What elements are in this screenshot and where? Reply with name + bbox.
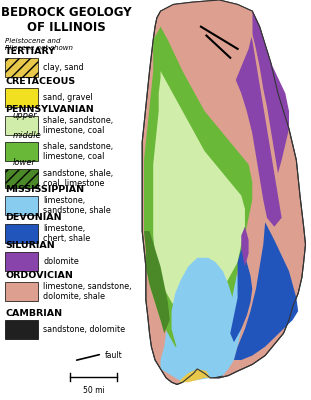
Polygon shape xyxy=(144,27,252,351)
Text: limestone,
chert, shale: limestone, chert, shale xyxy=(43,224,91,243)
Text: dolomite: dolomite xyxy=(43,257,79,266)
Polygon shape xyxy=(142,0,305,384)
Text: upper: upper xyxy=(13,111,37,120)
Text: 50 mi: 50 mi xyxy=(83,386,104,394)
Polygon shape xyxy=(172,258,238,367)
Text: limestone, sandstone,
dolomite, shale: limestone, sandstone, dolomite, shale xyxy=(43,282,132,301)
Text: ORDOVICIAN: ORDOVICIAN xyxy=(5,271,73,280)
Polygon shape xyxy=(252,11,289,173)
FancyBboxPatch shape xyxy=(5,320,38,339)
FancyBboxPatch shape xyxy=(5,196,38,215)
FancyBboxPatch shape xyxy=(5,142,38,161)
FancyBboxPatch shape xyxy=(5,88,38,107)
Polygon shape xyxy=(234,222,298,360)
Text: CRETACEOUS: CRETACEOUS xyxy=(5,76,75,86)
FancyBboxPatch shape xyxy=(5,224,38,243)
Text: shale, sandstone,
limestone, coal: shale, sandstone, limestone, coal xyxy=(43,116,114,135)
Text: clay, sand: clay, sand xyxy=(43,63,84,72)
Text: shale, sandstone,
limestone, coal: shale, sandstone, limestone, coal xyxy=(43,142,114,161)
Polygon shape xyxy=(192,0,252,102)
Text: CAMBRIAN: CAMBRIAN xyxy=(5,309,62,318)
Text: middle: middle xyxy=(13,131,41,140)
Text: sandstone, shale,
coal, limestone: sandstone, shale, coal, limestone xyxy=(43,169,114,188)
Text: SILURIAN: SILURIAN xyxy=(5,240,55,250)
Text: PENNSYLVANIAN: PENNSYLVANIAN xyxy=(5,105,94,114)
FancyBboxPatch shape xyxy=(5,169,38,188)
Polygon shape xyxy=(160,249,243,382)
Polygon shape xyxy=(230,249,252,342)
Text: MISSISSIPPIAN: MISSISSIPPIAN xyxy=(5,185,84,194)
FancyBboxPatch shape xyxy=(5,252,38,271)
Polygon shape xyxy=(160,2,192,49)
Text: TERTIARY: TERTIARY xyxy=(5,47,56,56)
Text: lower: lower xyxy=(13,158,36,167)
Polygon shape xyxy=(153,71,245,316)
FancyBboxPatch shape xyxy=(5,58,38,77)
Text: sandstone, dolomite: sandstone, dolomite xyxy=(43,325,125,334)
Polygon shape xyxy=(144,231,170,333)
Text: limestone,
sandstone, shale: limestone, sandstone, shale xyxy=(43,196,111,215)
Polygon shape xyxy=(193,364,223,378)
Text: BEDROCK GEOLOGY
OF ILLINOIS: BEDROCK GEOLOGY OF ILLINOIS xyxy=(1,6,132,34)
Polygon shape xyxy=(179,369,210,382)
Polygon shape xyxy=(212,11,282,227)
Text: Pleistocene and
Pliocene not shown: Pleistocene and Pliocene not shown xyxy=(5,38,73,51)
FancyBboxPatch shape xyxy=(5,116,38,135)
Text: DEVONIAN: DEVONIAN xyxy=(5,213,62,222)
Text: sand, gravel: sand, gravel xyxy=(43,93,93,102)
Text: fault: fault xyxy=(104,351,122,360)
FancyBboxPatch shape xyxy=(5,282,38,301)
Polygon shape xyxy=(241,227,248,267)
